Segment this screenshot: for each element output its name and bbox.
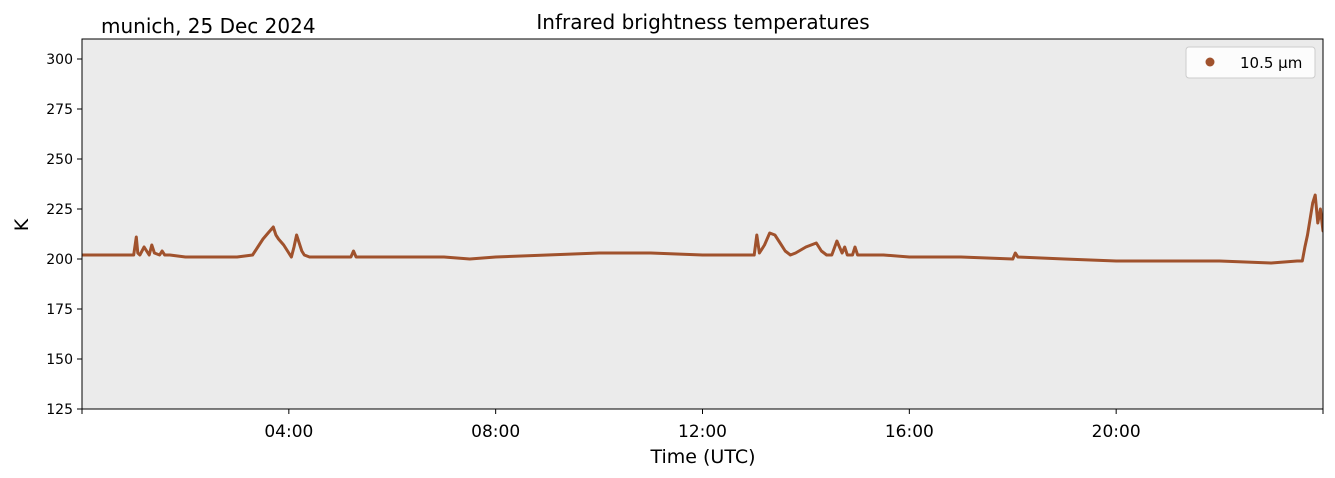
y-tick-label: 300 <box>46 52 73 68</box>
legend-marker <box>1205 57 1215 67</box>
series-layer <box>82 193 1323 265</box>
legend: 10.5 µm <box>1185 46 1316 79</box>
x-tick-label: 08:00 <box>471 422 520 442</box>
series-line-10-5um <box>82 193 1323 265</box>
x-axis: 04:00 08:00 12:00 16:00 20:00 <box>81 409 1324 442</box>
x-tick-label: 04:00 <box>264 422 313 442</box>
legend-label: 10.5 µm <box>1240 54 1302 72</box>
y-tick-label: 200 <box>46 252 73 268</box>
y-tick-label: 150 <box>46 352 73 368</box>
y-axis: 125 150 175 200 225 250 275 300 <box>46 52 82 418</box>
y-tick-label: 250 <box>46 152 73 168</box>
y-axis-title: K <box>11 218 33 231</box>
plot-area <box>82 39 1323 409</box>
x-tick-label: 16:00 <box>885 422 934 442</box>
x-axis-title: Time (UTC) <box>649 446 755 468</box>
y-tick-label: 175 <box>46 302 73 318</box>
chart-title: Infrared brightness temperatures <box>536 10 869 34</box>
y-tick-label: 125 <box>46 402 73 418</box>
y-tick-label: 275 <box>46 102 73 118</box>
chart-subtitle: munich, 25 Dec 2024 <box>101 14 316 38</box>
x-tick-label: 20:00 <box>1092 422 1141 442</box>
legend-box <box>1185 46 1316 79</box>
y-tick-label: 225 <box>46 202 73 218</box>
x-tick-label: 12:00 <box>678 422 727 442</box>
